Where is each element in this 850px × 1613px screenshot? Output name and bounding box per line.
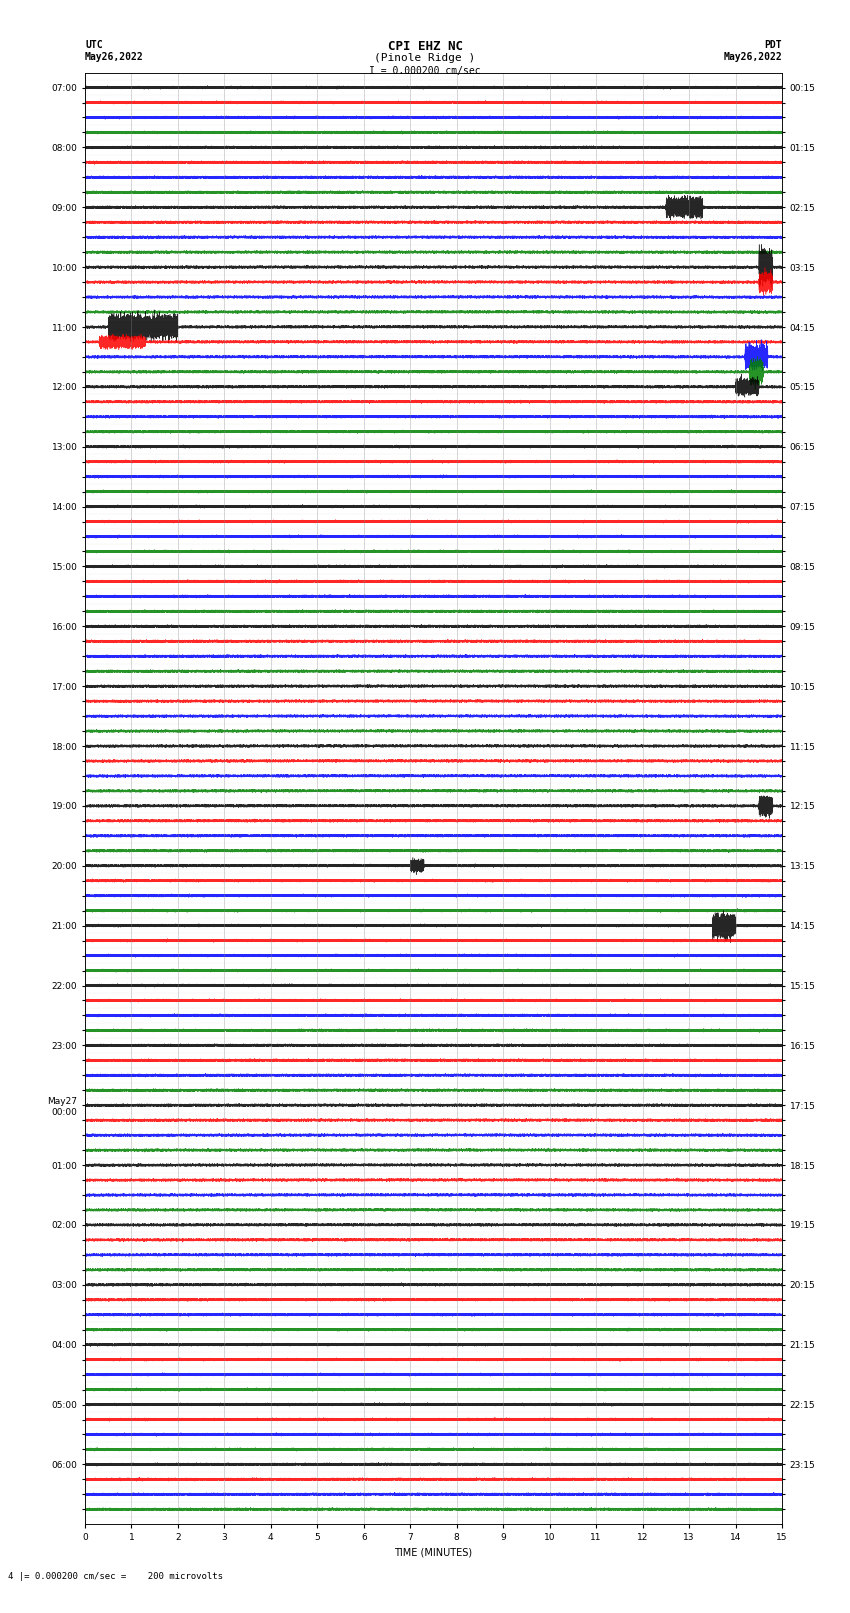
Text: CPI EHZ NC: CPI EHZ NC	[388, 40, 462, 53]
Text: I = 0.000200 cm/sec: I = 0.000200 cm/sec	[369, 66, 481, 76]
Text: PDT: PDT	[764, 40, 782, 50]
X-axis label: TIME (MINUTES): TIME (MINUTES)	[394, 1548, 473, 1558]
Text: UTC: UTC	[85, 40, 103, 50]
Text: May26,2022: May26,2022	[723, 52, 782, 61]
Text: (Pinole Ridge ): (Pinole Ridge )	[374, 53, 476, 63]
Text: 4 |= 0.000200 cm/sec =    200 microvolts: 4 |= 0.000200 cm/sec = 200 microvolts	[8, 1571, 224, 1581]
Text: May26,2022: May26,2022	[85, 52, 144, 61]
